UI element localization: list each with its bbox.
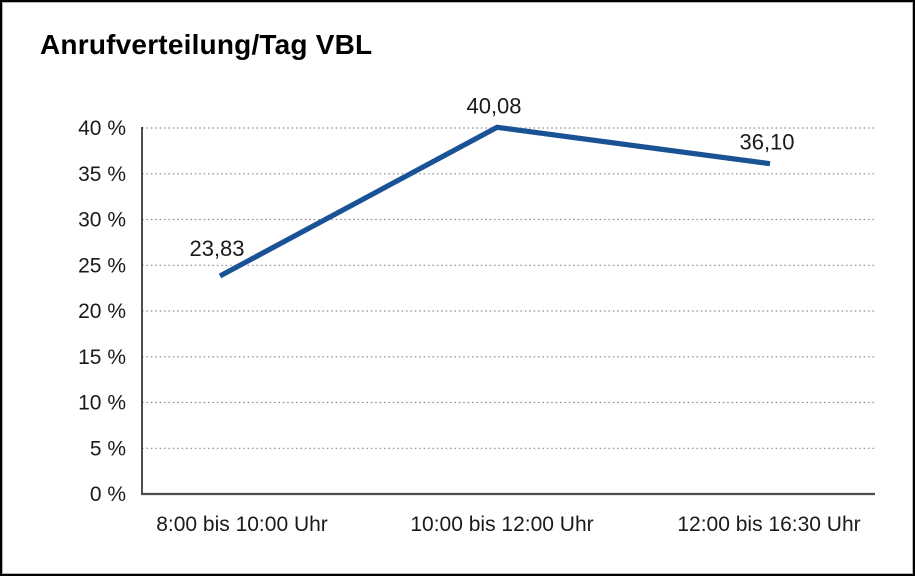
x-axis-label: 12:00 bis 16:30 Uhr <box>677 513 860 536</box>
y-tick-label: 20 % <box>78 300 126 323</box>
x-axis-label: 8:00 bis 10:00 Uhr <box>156 513 328 536</box>
data-label: 40,08 <box>466 93 521 118</box>
chart-title: Anrufverteilung/Tag VBL <box>40 29 373 60</box>
data-line <box>218 124 771 279</box>
y-tick-label: 15 % <box>78 346 126 369</box>
data-label: 36,10 <box>739 130 794 155</box>
y-tick-label: 5 % <box>90 437 126 460</box>
y-tick-label: 25 % <box>78 254 126 277</box>
y-tick-label: 0 % <box>90 483 126 506</box>
y-tick-label: 10 % <box>78 392 126 415</box>
data-label: 23,83 <box>189 236 244 261</box>
x-axis-label: 10:00 bis 12:00 Uhr <box>410 513 593 536</box>
y-tick-label: 40 % <box>78 117 126 140</box>
y-tick-label: 35 % <box>78 163 126 186</box>
y-tick-label: 30 % <box>78 209 126 232</box>
